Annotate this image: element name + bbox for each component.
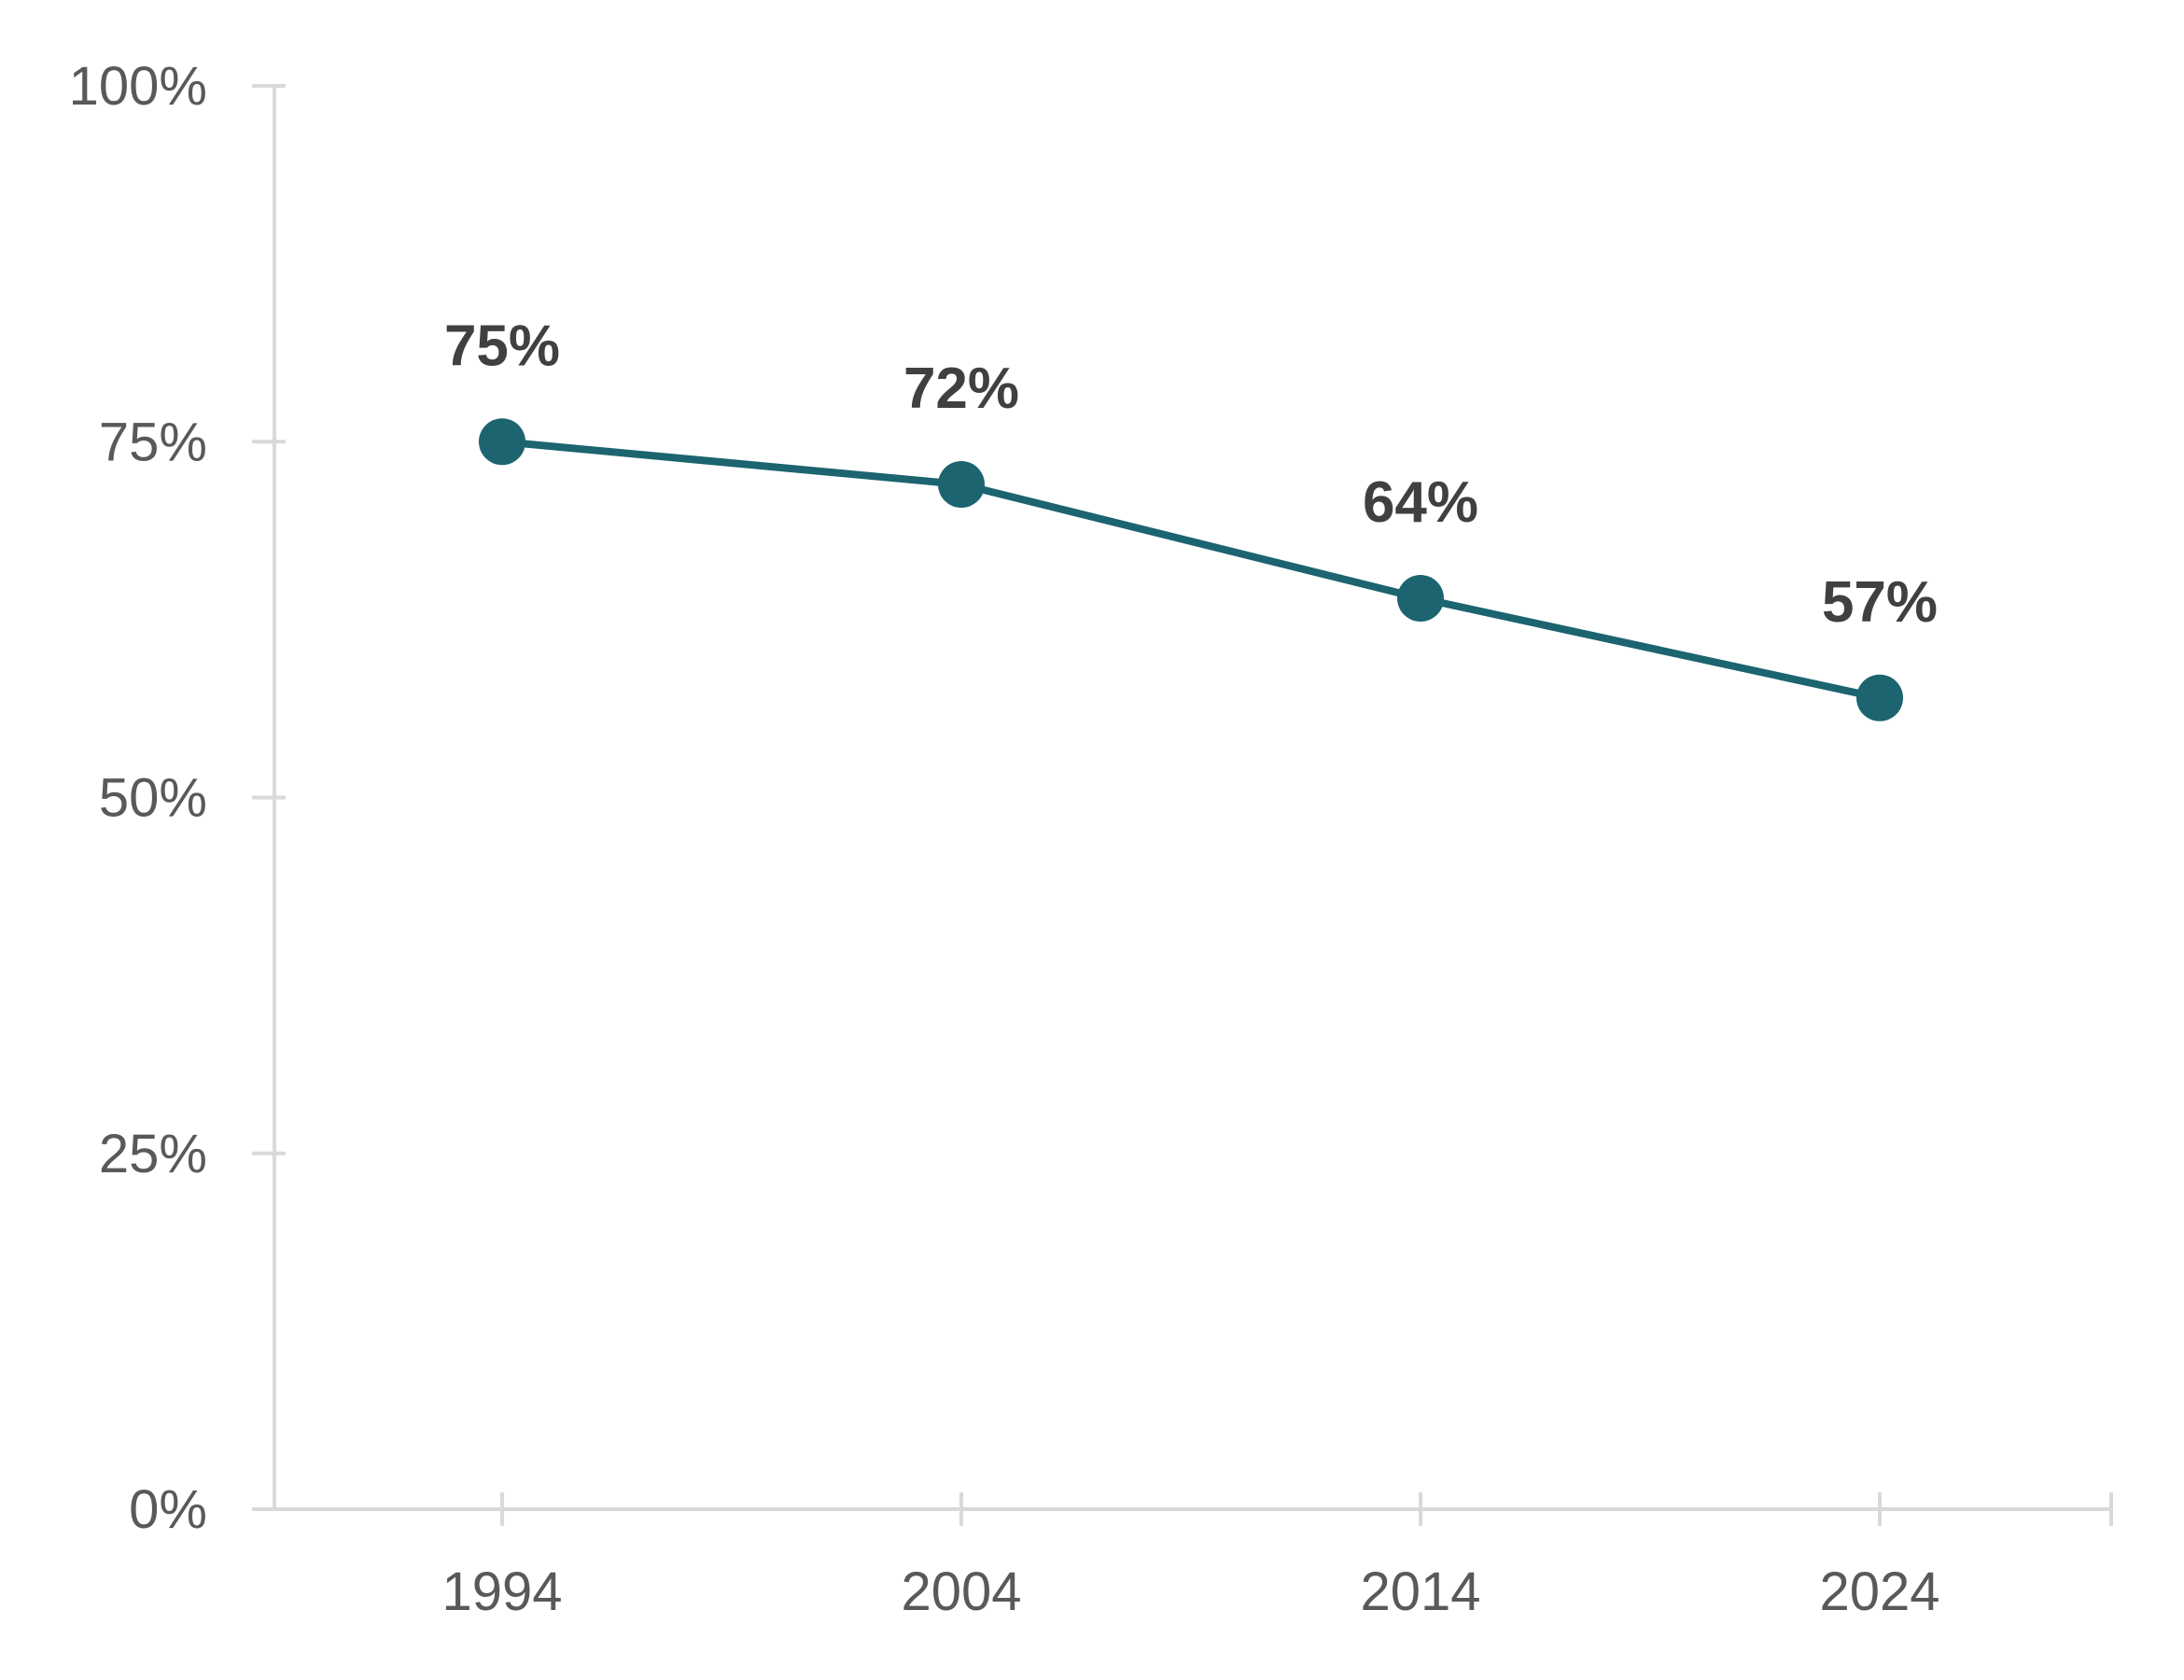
data-labels: 75% 72% 64% 57%: [444, 314, 1938, 635]
data-label: 57%: [1822, 570, 1938, 635]
y-tick-label: 75%: [99, 412, 207, 472]
data-label: 64%: [1363, 470, 1478, 535]
data-point: [1856, 674, 1903, 721]
data-label: 75%: [444, 314, 560, 378]
y-axis: 0% 25% 50% 75% 100%: [69, 56, 286, 1540]
data-point: [1397, 575, 1444, 622]
y-tick-label: 25%: [99, 1124, 207, 1184]
series: [479, 418, 1903, 721]
y-tick-label: 0%: [129, 1479, 207, 1540]
data-label: 72%: [903, 357, 1019, 421]
data-point: [938, 461, 985, 508]
x-tick-label: 1994: [441, 1561, 562, 1622]
data-point: [479, 418, 525, 466]
x-tick-label: 2004: [901, 1561, 1021, 1622]
y-tick-label: 50%: [99, 768, 207, 829]
y-tick-label: 100%: [69, 56, 207, 117]
series-line: [498, 438, 1883, 702]
x-axis: 1994 2004 2014 2024: [252, 1492, 2113, 1622]
x-tick-label: 2024: [1819, 1561, 1939, 1622]
x-tick-label: 2014: [1360, 1561, 1480, 1622]
